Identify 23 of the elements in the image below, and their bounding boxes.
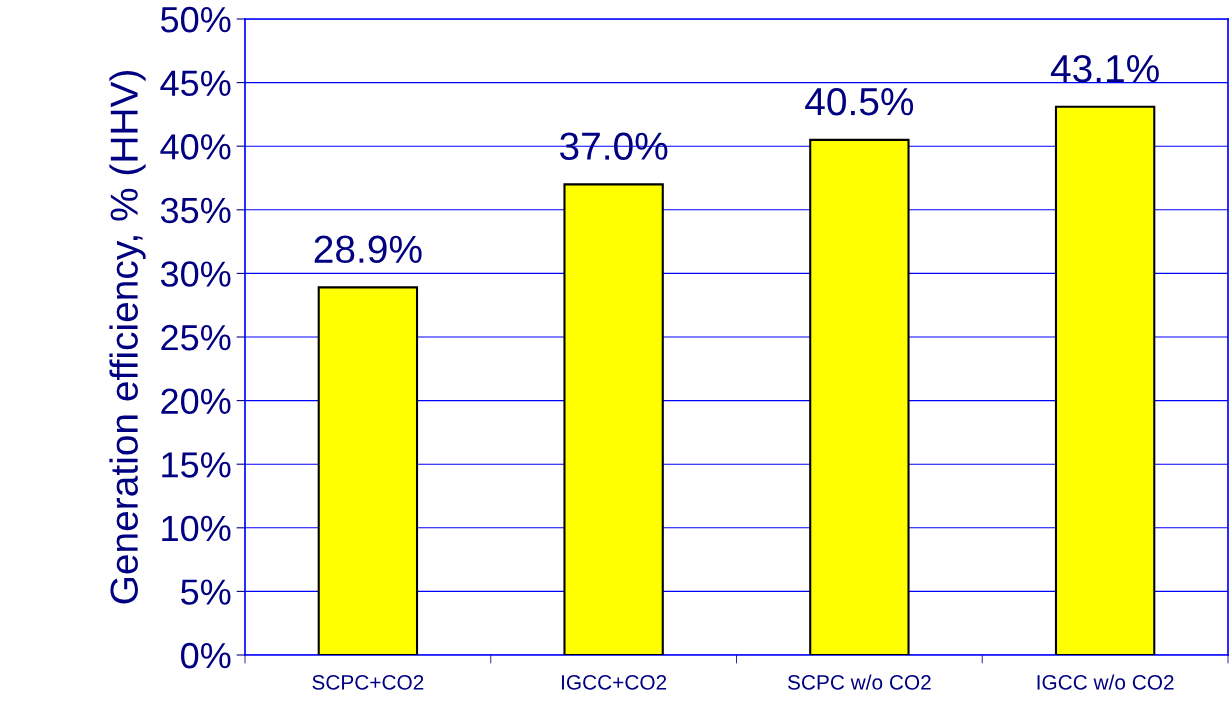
y-tick-label: 20%: [161, 388, 231, 415]
data-label: 40.5%: [805, 87, 914, 116]
x-tick-label: SCPC+CO2: [312, 674, 424, 690]
y-axis-title: Generation efficiency, % (HHV): [109, 71, 146, 604]
y-tick-label: 0%: [181, 642, 231, 669]
bar: [317, 286, 419, 655]
bar: [563, 183, 664, 655]
data-label: 43.1%: [1050, 54, 1159, 83]
y-tick-label: 5%: [181, 579, 231, 605]
y-tick-label: 25%: [161, 324, 231, 351]
y-tick-label: 15%: [162, 452, 231, 478]
y-tick-label: 45%: [160, 70, 231, 97]
x-tick-label: IGCC w/o CO2: [1037, 674, 1174, 690]
y-tick-label: 35%: [160, 197, 231, 224]
y-tick-label: 50%: [160, 6, 231, 33]
y-tick-label: 10%: [162, 515, 231, 542]
data-label: 28.9%: [314, 235, 422, 264]
bar: [809, 138, 910, 655]
x-tick-label: SCPC w/o CO2: [787, 674, 931, 690]
bar: [1054, 105, 1156, 655]
y-tick-label: 40%: [160, 134, 231, 160]
y-tick-label: 30%: [160, 261, 231, 287]
x-tick-label: IGCC+CO2: [562, 674, 667, 690]
